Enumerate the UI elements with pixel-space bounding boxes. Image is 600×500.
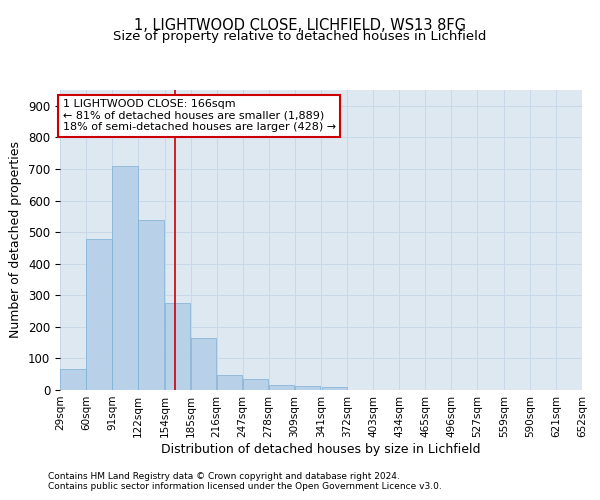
Bar [217, 375, 242, 390]
Bar [61, 370, 86, 390]
Text: 1, LIGHTWOOD CLOSE, LICHFIELD, WS13 8FG: 1, LIGHTWOOD CLOSE, LICHFIELD, WS13 8FG [134, 18, 466, 32]
Text: Contains public sector information licensed under the Open Government Licence v3: Contains public sector information licen… [48, 482, 442, 491]
Bar [191, 338, 217, 390]
Bar [112, 166, 137, 390]
Text: Size of property relative to detached houses in Lichfield: Size of property relative to detached ho… [113, 30, 487, 43]
Bar [295, 386, 320, 390]
Bar [138, 220, 164, 390]
Y-axis label: Number of detached properties: Number of detached properties [10, 142, 22, 338]
Bar [86, 239, 112, 390]
Bar [165, 303, 190, 390]
Bar [243, 379, 268, 390]
Text: 1 LIGHTWOOD CLOSE: 166sqm
← 81% of detached houses are smaller (1,889)
18% of se: 1 LIGHTWOOD CLOSE: 166sqm ← 81% of detac… [62, 99, 336, 132]
Bar [269, 386, 294, 390]
Bar [322, 388, 347, 390]
Text: Contains HM Land Registry data © Crown copyright and database right 2024.: Contains HM Land Registry data © Crown c… [48, 472, 400, 481]
X-axis label: Distribution of detached houses by size in Lichfield: Distribution of detached houses by size … [161, 442, 481, 456]
